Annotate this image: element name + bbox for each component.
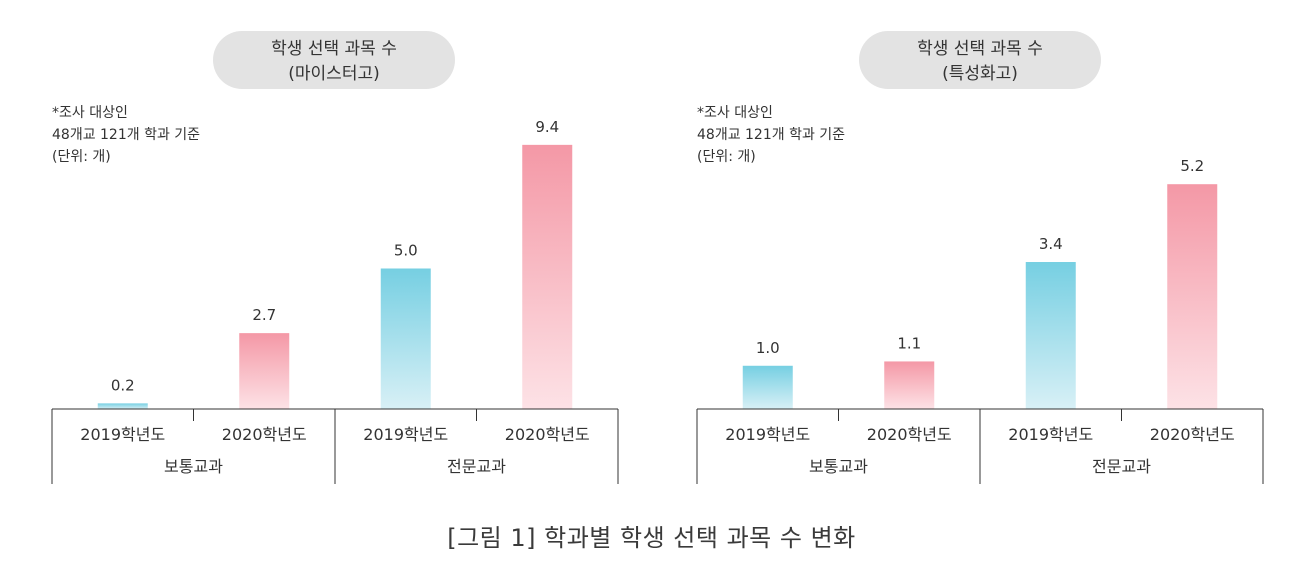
x-tick-label: 2020학년도 xyxy=(505,425,590,444)
bar-value-label: 9.4 xyxy=(535,118,559,136)
chart-note-line: *조사 대상인 xyxy=(697,105,773,121)
x-tick-label: 2020학년도 xyxy=(1150,425,1235,444)
chart-title-line2: (마이스터고) xyxy=(288,64,379,84)
bar xyxy=(239,333,290,409)
bar xyxy=(522,144,573,410)
x-group-label: 전문교과 xyxy=(447,457,506,476)
bar-value-label: 0.2 xyxy=(111,376,135,394)
bar-value-label: 3.4 xyxy=(1039,235,1063,253)
x-group-label: 보통교과 xyxy=(809,457,868,476)
chart-title-pill xyxy=(213,31,455,89)
bar-value-label: 2.7 xyxy=(252,306,276,324)
chart-title-line1: 학생 선택 과목 수 xyxy=(917,39,1043,59)
chart-1: 학생 선택 과목 수 (마이스터고) *조사 대상인 48개교 121개 학과 기준 (… xyxy=(51,31,619,484)
x-group-label: 보통교과 xyxy=(164,457,223,476)
chart-note-line: (단위: 개) xyxy=(697,149,756,165)
bar-value-label: 5.0 xyxy=(394,242,418,260)
bar xyxy=(1167,184,1218,409)
chart-note-line: 48개교 121개 학과 기준 xyxy=(697,127,845,143)
bar xyxy=(884,361,935,409)
x-tick-label: 2019학년도 xyxy=(1008,425,1093,444)
bar xyxy=(97,403,148,409)
x-tick-label: 2020학년도 xyxy=(222,425,307,444)
chart-note-line: *조사 대상인 xyxy=(52,105,128,121)
bar xyxy=(1025,262,1076,409)
x-tick-label: 2019학년도 xyxy=(725,425,810,444)
chart-title-pill xyxy=(859,31,1101,89)
x-tick-label: 2020학년도 xyxy=(867,425,952,444)
bar-value-label: 5.2 xyxy=(1180,157,1204,175)
chart-note-line: (단위: 개) xyxy=(52,149,111,165)
bar-value-label: 1.0 xyxy=(756,339,780,357)
x-tick-label: 2019학년도 xyxy=(80,425,165,444)
chart-note-line: 48개교 121개 학과 기준 xyxy=(52,127,200,143)
x-tick-label: 2019학년도 xyxy=(363,425,448,444)
bar-value-label: 1.1 xyxy=(897,334,921,352)
figure-caption: [그림 1] 학과별 학생 선택 과목 수 변화 xyxy=(447,524,856,552)
bar xyxy=(742,365,793,409)
chart-title-line1: 학생 선택 과목 수 xyxy=(271,39,397,59)
x-group-label: 전문교과 xyxy=(1092,457,1151,476)
chart-2: 학생 선택 과목 수 (특성화고) *조사 대상인 48개교 121개 학과 기준 (단… xyxy=(696,31,1264,484)
chart-title-line2: (특성화고) xyxy=(942,64,1018,84)
bar xyxy=(380,268,431,409)
